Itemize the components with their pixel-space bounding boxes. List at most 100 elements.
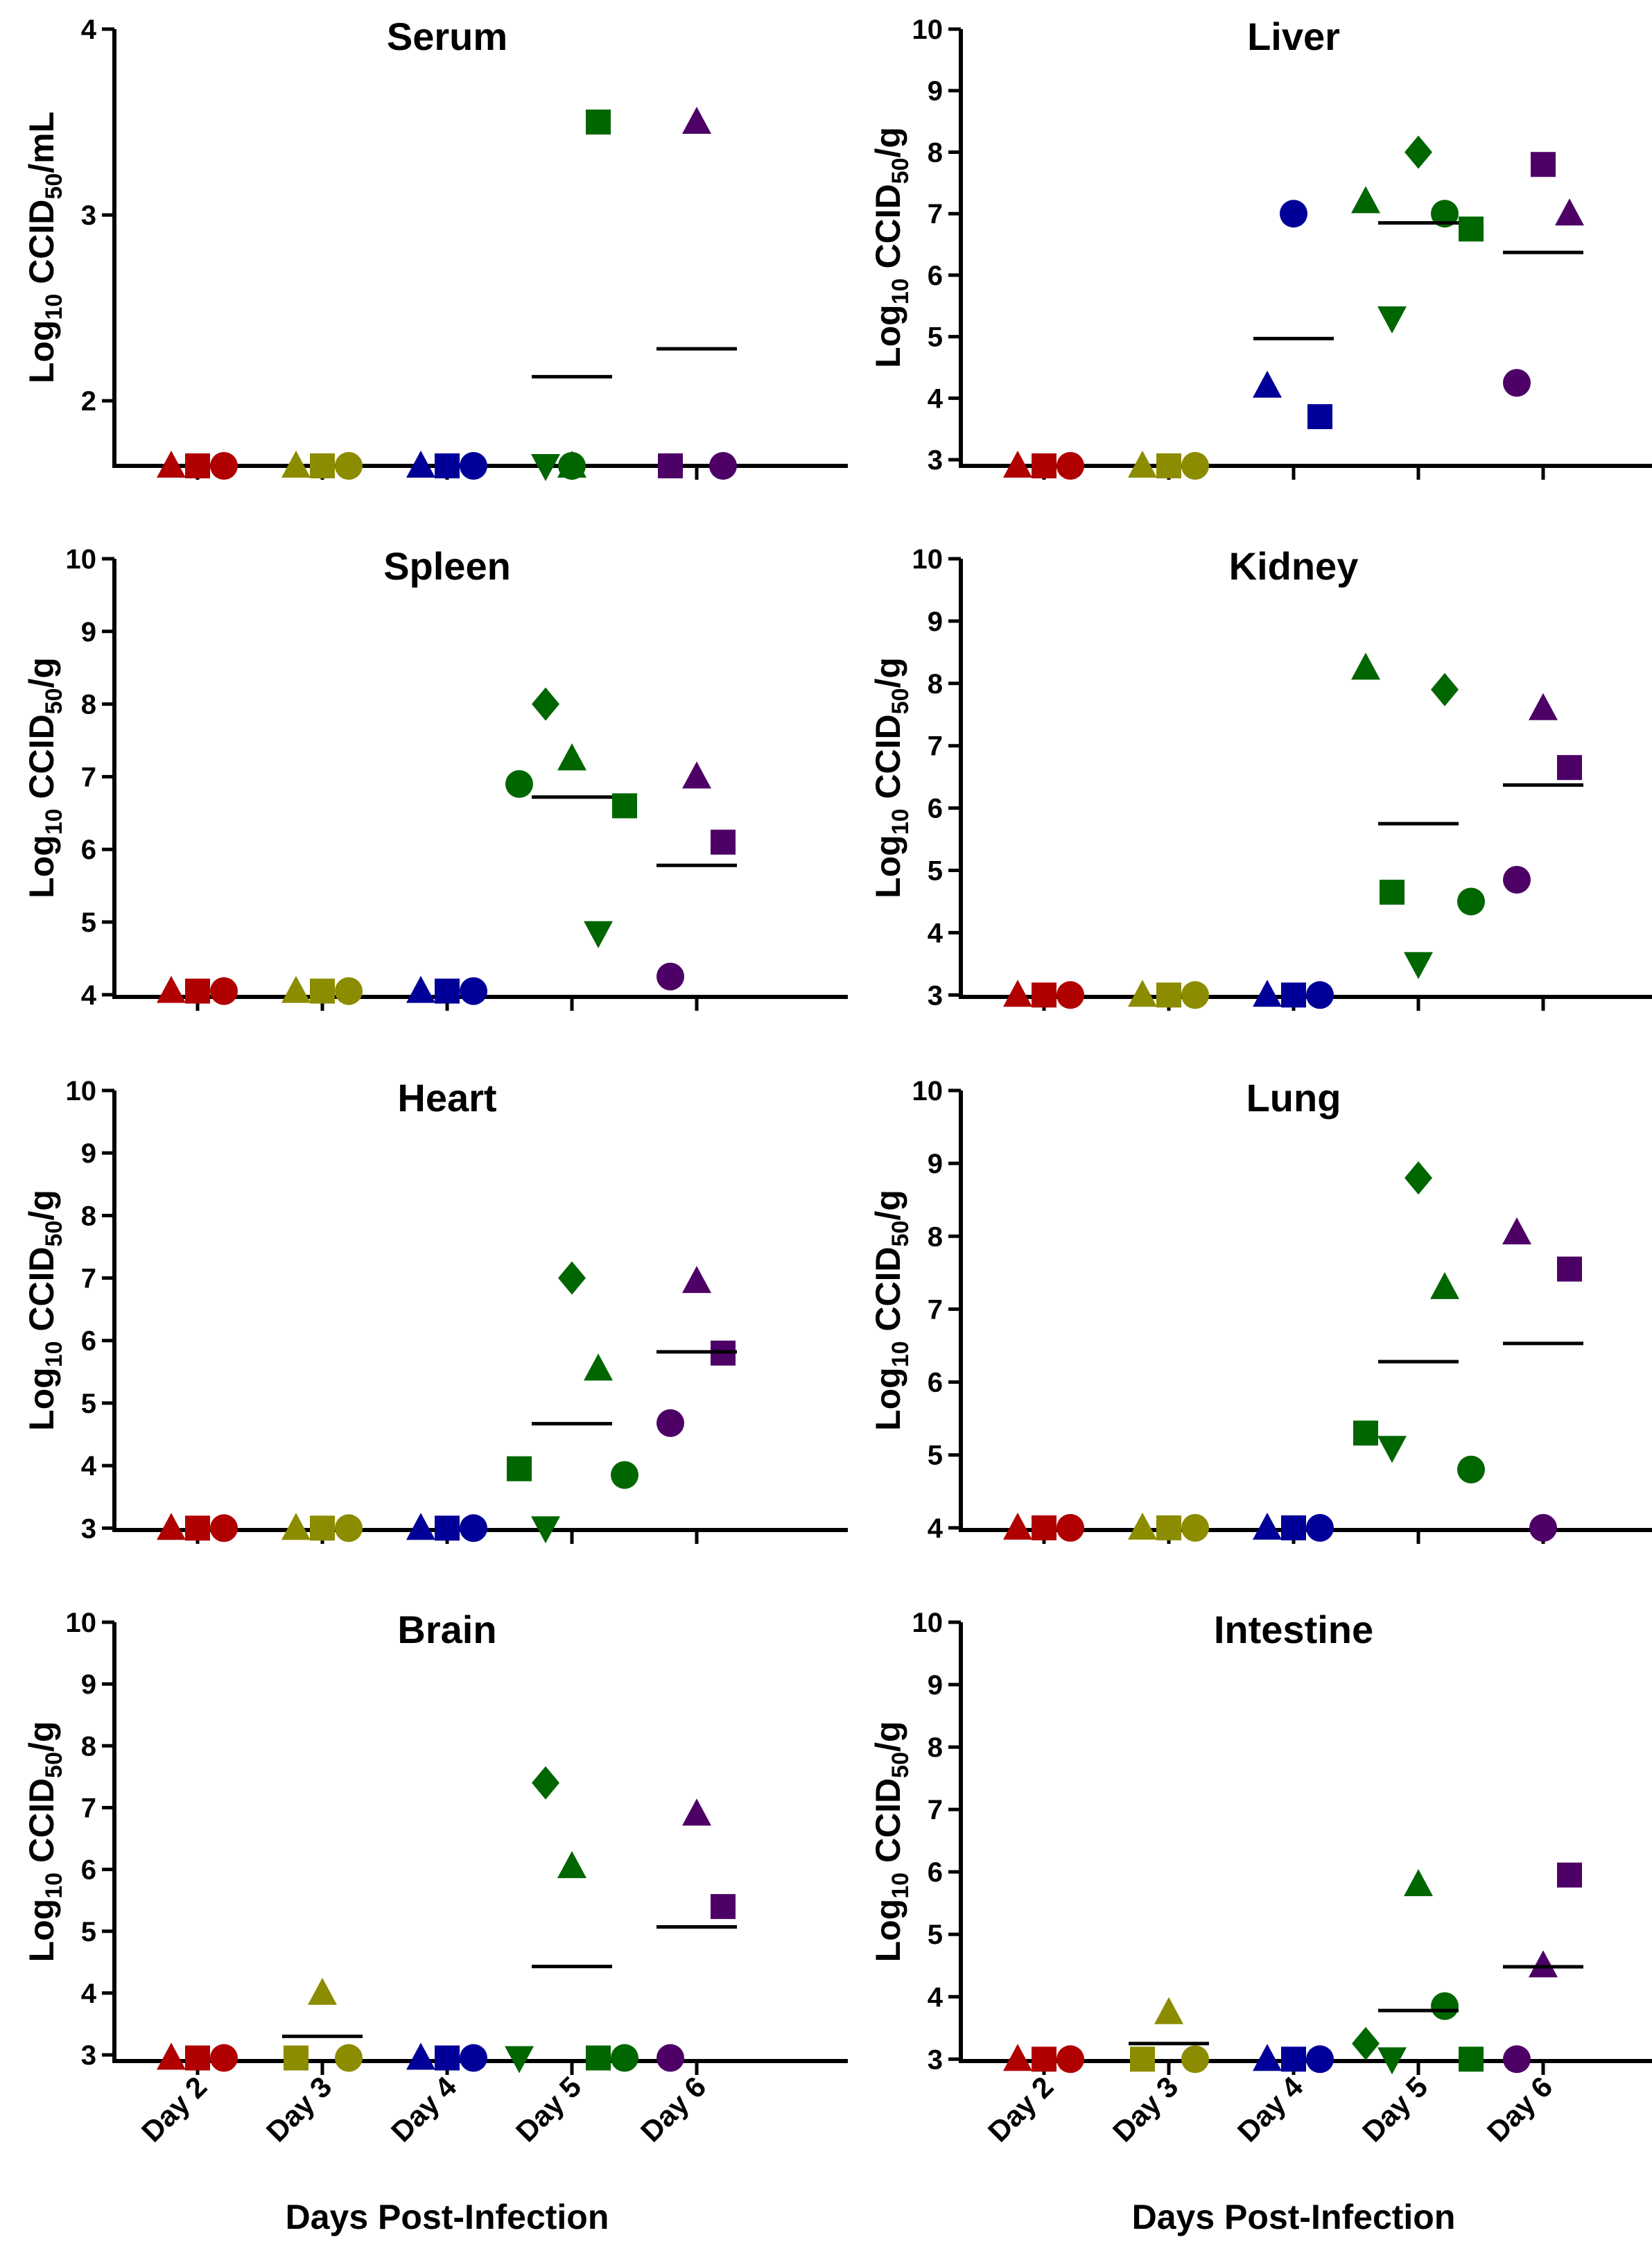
spleen-day-6-point-3-square [711,829,736,855]
intestine-ytick-label-6: 6 [928,1857,943,1888]
heart-day-6-point-1-circle [657,1409,684,1437]
kidney-day-2-point-3-circle [1057,981,1084,1009]
lung-day-5-point-4-triangle [1430,1271,1459,1299]
brain-day-2-point-3-circle [210,2044,238,2072]
lung-day-4-point-3-circle [1306,1513,1334,1542]
panel-serum: Serum 2 3 4 Log10 CCID50/mL [22,15,848,481]
lung-ytick-label-10: 10 [912,1076,944,1106]
heart-day-4-point-1-triangle [406,1513,435,1540]
spleen-day-3-point-3-circle [335,977,363,1005]
liver-ytick-label-3: 3 [928,445,943,476]
intestine-ytick-label-5: 5 [928,1920,943,1950]
serum-day-6-point-3-circle [709,452,737,480]
kidney-day-6-point-2-triangle [1529,693,1558,720]
kidney-day-6-point-3-square [1557,755,1582,781]
panel-lung: Lung 4 5 6 7 8 9 10 Log10 CCID50/g [869,1076,1652,1544]
lung-series-day-2 [1003,1512,1084,1542]
kidney-ylabel: Log10 CCID50/g [869,657,914,898]
intestine-day-6-point-1-circle [1503,2045,1531,2074]
brain-day-4-point-1-triangle [406,2042,435,2070]
lung-day-2-point-2-square [1032,1515,1057,1540]
intestine-xlabel: Days Post-Infection [1132,2198,1456,2236]
intestine-day-3-point-1-square [1130,2046,1155,2072]
serum-day-6-point-2-triangle [682,107,711,134]
brain-day-6-point-3-square [711,1894,736,1920]
liver-series-day-6 [1503,152,1584,397]
lung-day-2-point-1-triangle [1003,1512,1032,1540]
spleen-series-day-5 [505,687,637,948]
brain-series-day-6 [657,1798,737,2072]
lung-day-6-point-3-square [1557,1256,1582,1282]
brain-day-3-point-2-triangle [308,1977,337,2005]
brain-ytick-label-6: 6 [81,1855,96,1886]
liver-ytick-label-8: 8 [928,137,943,168]
kidney-series-day-4 [1253,980,1334,1009]
serum-day-6-point-1-square [658,453,683,478]
heart-ylabel: Log10 CCID50/g [22,1190,67,1431]
intestine-day-2-point-1-triangle [1003,2044,1032,2071]
spleen-day-5-point-3-triangle [557,743,586,771]
heart-ytick-label-5: 5 [81,1389,96,1419]
lung-ytick-label-9: 9 [928,1149,943,1179]
liver-day-2-point-1-triangle [1003,451,1032,478]
heart-ytick-label-4: 4 [81,1451,97,1481]
spleen-day-5-point-5-square [612,793,637,819]
lung-series-day-5 [1353,1161,1485,1484]
brain-day-6-point-1-circle [657,2044,684,2072]
heart-ytick-label-10: 10 [66,1076,97,1106]
liver-day-5-point-1-triangle [1351,186,1380,214]
liver-ylabel: Log10 CCID50/g [869,127,914,368]
serum-series-day-2 [157,451,238,480]
kidney-ytick-label-5: 5 [928,856,943,887]
heart-series-day-3 [281,1513,363,1542]
brain-day-3-point-1-square [284,2045,308,2071]
lung-day-4-point-2-square [1281,1515,1306,1540]
liver-day-6-point-2-square [1531,152,1556,177]
liver-ytick-label-10: 10 [912,15,944,45]
intestine-series-day-5 [1352,1869,1484,2075]
brain-category-label-day-2: Day 2 [135,2070,213,2148]
intestine-category-label-day-5: Day 5 [1356,2070,1434,2148]
heart-day-4-point-2-square [435,1515,460,1541]
panel-kidney: Kidney 3 4 5 6 7 8 9 10 Log10 CCID50/g [869,544,1652,1011]
heart-day-3-point-1-triangle [281,1513,311,1540]
heart-day-4-point-3-circle [460,1514,487,1542]
spleen-day-3-point-1-triangle [281,975,311,1003]
spleen-ylabel: Log10 CCID50/g [22,657,67,898]
kidney-series-day-2 [1003,980,1084,1009]
liver-day-2-point-2-square [1032,453,1057,478]
brain-day-6-point-2-triangle [682,1798,711,1826]
kidney-ytick-label-8: 8 [928,669,943,699]
intestine-day-5-point-2-triangle-down [1377,2047,1407,2075]
intestine-title: Intestine [1214,1608,1373,1651]
heart-day-6-point-2-triangle [682,1266,711,1294]
liver-day-2-point-3-circle [1057,452,1084,480]
intestine-day-2-point-3-circle [1057,2045,1084,2074]
liver-day-3-point-1-triangle [1128,451,1157,478]
kidney-day-4-point-3-circle [1306,981,1334,1009]
kidney-series-day-3 [1128,980,1209,1009]
serum-title: Serum [387,15,507,58]
panel-heart: Heart 3 4 5 6 7 8 9 10 Log10 CCID50/g [22,1076,848,1544]
serum-day-2-point-3-circle [210,452,238,480]
lung-day-3-point-2-square [1156,1515,1181,1540]
brain-day-2-point-1-triangle [157,2042,186,2070]
spleen-day-6-point-2-triangle [682,761,711,789]
intestine-day-5-point-1-diamond [1352,2026,1380,2060]
kidney-ytick-label-6: 6 [928,794,943,824]
heart-day-3-point-2-square [310,1515,335,1541]
liver-day-4-point-1-triangle [1253,370,1282,398]
lung-ylabel: Log10 CCID50/g [869,1190,914,1431]
liver-day-3-point-2-square [1156,453,1181,478]
heart-series-day-5 [507,1261,638,1544]
intestine-day-3-point-2-triangle [1154,1997,1183,2024]
spleen-title: Spleen [383,544,511,588]
serum-ytick-label-2: 2 [81,386,96,417]
spleen-ytick-label-5: 5 [81,907,96,938]
intestine-day-6-point-3-square [1557,1862,1582,1888]
kidney-ytick-label-9: 9 [928,607,943,637]
spleen-day-2-point-3-circle [210,977,238,1005]
spleen-day-5-point-1-circle [505,770,533,798]
lung-day-5-point-1-square [1353,1420,1378,1446]
brain-series-day-2 [157,2042,238,2072]
